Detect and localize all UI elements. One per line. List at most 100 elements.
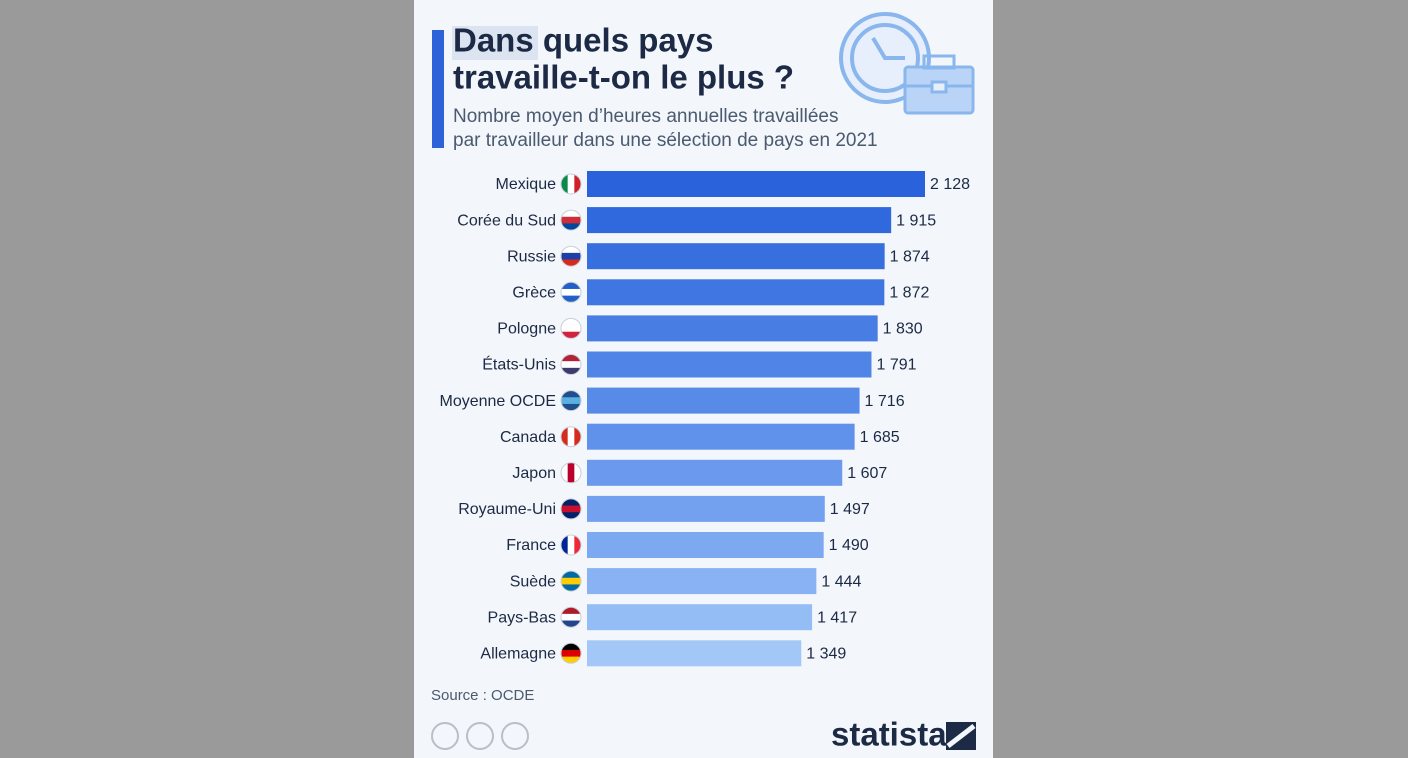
category-label: Mexique [496, 176, 557, 193]
bar [587, 387, 860, 414]
flag [561, 259, 581, 267]
license-icons [431, 722, 529, 750]
flag [561, 505, 581, 513]
flag [567, 462, 575, 483]
flag [567, 426, 575, 447]
flag-border [560, 426, 582, 448]
flag [561, 584, 581, 592]
brand-logo [946, 722, 976, 750]
value-label: 1 685 [860, 429, 900, 446]
flag [561, 426, 569, 447]
flag-border [560, 354, 582, 375]
flag-border [560, 209, 582, 231]
flag-border [560, 317, 582, 339]
value-label: 1 874 [890, 248, 930, 265]
chart-title: travaille-t-on le plus ? [453, 59, 794, 96]
category-label: Canada [500, 429, 556, 446]
flag [561, 643, 581, 651]
flag [574, 535, 581, 555]
bar [587, 423, 855, 450]
flag [574, 426, 581, 447]
flag [561, 397, 581, 405]
category-label: Suède [510, 573, 556, 590]
flag-border [560, 606, 582, 628]
flag [561, 325, 581, 333]
flag [574, 462, 581, 483]
flag-border [560, 462, 582, 484]
value-label: 1 497 [830, 501, 870, 518]
bar [587, 207, 892, 234]
bar [587, 532, 824, 558]
flag [561, 252, 581, 261]
flag [561, 354, 581, 362]
category-label: Pays-Bas [488, 609, 556, 626]
flag [561, 223, 581, 231]
flag [561, 288, 581, 297]
value-label: 1 791 [876, 357, 916, 374]
chart-subtitle: par travailleur dans une sélection de pa… [453, 130, 878, 151]
chart-subtitle: Nombre moyen d’heures annuelles travaill… [453, 106, 838, 127]
flag [561, 210, 581, 218]
flag-border [560, 281, 582, 303]
flag [561, 607, 581, 615]
flag [561, 390, 581, 398]
bar [587, 604, 813, 631]
bar [587, 351, 872, 378]
bar [587, 171, 925, 197]
flag-border [560, 245, 582, 267]
value-label: 1 444 [821, 573, 861, 590]
source: Source : OCDE [431, 687, 534, 704]
flag [561, 649, 581, 658]
bar [587, 459, 843, 486]
flag [561, 620, 581, 628]
flag-border [560, 173, 582, 195]
flag [561, 282, 581, 290]
category-label: Allemagne [480, 646, 556, 663]
brand: statista [831, 716, 947, 753]
flag [561, 361, 581, 369]
category-label: Corée du Sud [457, 212, 556, 229]
category-label: Pologne [497, 321, 556, 338]
flag [561, 613, 581, 622]
category-label: Japon [512, 465, 556, 482]
bar [587, 495, 825, 522]
category-label: Royaume-Uni [458, 501, 556, 518]
category-label: Moyenne OCDE [440, 393, 557, 410]
value-label: 2 128 [930, 176, 970, 193]
flag [561, 246, 581, 254]
flag-border [560, 570, 582, 592]
category-label: France [506, 537, 556, 554]
title-highlight [452, 26, 538, 60]
flag [561, 577, 581, 585]
flag-border [560, 534, 582, 556]
chart-title: Dans quels pays [453, 22, 713, 59]
bar [587, 279, 885, 306]
flag [561, 367, 581, 375]
flag [561, 331, 581, 339]
flag [561, 295, 581, 303]
flag [561, 216, 581, 224]
flag [561, 318, 581, 326]
flag [561, 174, 569, 194]
value-label: 1 490 [829, 537, 869, 554]
flag [561, 403, 581, 411]
value-label: 1 915 [896, 212, 936, 229]
flag [561, 535, 569, 555]
flag-border [560, 498, 582, 520]
category-label: États-Unis [482, 355, 556, 374]
bar [587, 568, 817, 595]
card [414, 0, 993, 758]
flag [561, 462, 569, 483]
value-label: 1 872 [889, 285, 929, 302]
category-label: Russie [507, 248, 556, 265]
accent-bar [432, 30, 444, 148]
bar [587, 315, 878, 342]
value-label: 1 716 [865, 393, 905, 410]
flag [561, 656, 581, 664]
value-label: 1 830 [883, 321, 923, 338]
value-label: 1 417 [817, 609, 857, 626]
briefcase-icon [903, 54, 975, 115]
bar [587, 640, 802, 667]
